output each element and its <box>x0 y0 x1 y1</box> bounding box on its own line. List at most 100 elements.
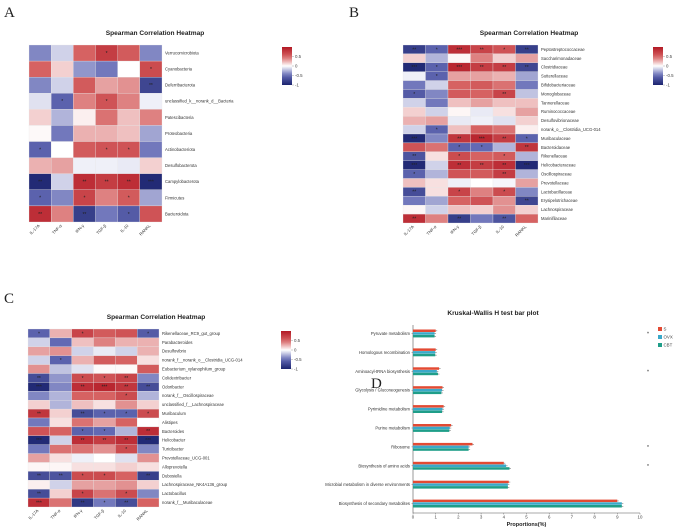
significance-star: * <box>128 147 130 153</box>
heatmap-cell <box>93 444 116 454</box>
heatmap-cell <box>27 453 50 463</box>
heatmap-cell <box>492 205 516 215</box>
column-label: IL-10 <box>117 508 128 519</box>
column-label: TNF-α <box>425 224 437 236</box>
row-label: Actinobacteriota <box>165 147 196 152</box>
bar-ovx <box>413 502 622 505</box>
column-label: RANKL <box>135 508 149 522</box>
heatmap-cell <box>470 124 494 135</box>
heatmap-cell <box>425 80 449 90</box>
bar-cbt <box>413 372 438 376</box>
bar-ovx <box>413 464 507 467</box>
row-label: Dubosiella <box>162 473 182 478</box>
heatmap-cell <box>425 169 449 179</box>
heatmap-cell <box>515 80 539 90</box>
heatmap-cell <box>137 444 160 454</box>
heatmap-cell <box>28 77 52 94</box>
column-label: IFN-γ <box>73 508 84 519</box>
significance-star: ** <box>146 474 150 480</box>
row-label: Muribaculaceae <box>541 136 571 141</box>
significance-star: * <box>647 332 649 338</box>
heatmap-cell <box>492 196 516 206</box>
heatmap-cell <box>515 89 539 99</box>
significance-star: * <box>413 92 415 98</box>
column-label: TNF-α <box>49 508 61 520</box>
heatmap-cell <box>515 53 539 63</box>
heatmap-cell <box>139 109 163 126</box>
significance-star: * <box>436 127 438 133</box>
heatmap-cell <box>73 157 96 174</box>
heatmap-cell <box>49 337 72 347</box>
heatmap-cell <box>27 426 50 436</box>
row-label: Rikenellaceae_RC9_gut_group <box>162 331 221 336</box>
heatmap-cell <box>115 453 138 463</box>
significance-star: * <box>647 445 649 451</box>
heatmap-cell <box>51 60 74 78</box>
row-label: Lachnospiraceae_NK4A136_group <box>162 482 228 487</box>
heatmap-cell <box>73 77 96 94</box>
heatmap-cell <box>402 98 426 108</box>
significance-star: * <box>125 411 127 417</box>
heatmap-cell <box>93 480 116 490</box>
heatmap-cell <box>515 213 539 224</box>
heatmap-cell <box>137 400 160 410</box>
row-label: Clostridiaceae <box>541 65 568 70</box>
bar-cbt <box>413 353 436 357</box>
significance-star: *** <box>411 136 417 142</box>
heatmap-cell <box>71 391 94 401</box>
row-label: Peptostreptococcaceae <box>541 47 585 52</box>
bar-plot-d: Kruskal-Wallis H test bar plot 0 1 2 3 4 5 6 7 8 9… <box>325 310 673 528</box>
heatmap-cell <box>27 417 50 428</box>
category-label: Microbial metabolism in diverse environm… <box>325 482 410 487</box>
bar-cbt <box>413 429 450 432</box>
heatmap-title: Spearman Correlation Heatmap <box>107 314 206 321</box>
significance-star: *** <box>411 65 417 71</box>
heatmap-cell <box>515 124 539 135</box>
column-label: TGF-β <box>95 223 108 236</box>
row-label: Monoglobaceae <box>541 91 571 96</box>
significance-star: * <box>61 99 63 105</box>
significance-star: * <box>106 147 108 153</box>
heatmap-cell <box>447 107 471 117</box>
heatmap-cell <box>115 355 138 365</box>
row-label: unclassified_f__Lachnospiraceae <box>162 402 225 407</box>
heatmap-cell <box>27 364 50 374</box>
significance-star: ** <box>525 199 529 205</box>
heatmap-cell <box>139 157 163 174</box>
heatmap-cell <box>402 107 426 117</box>
heatmap-cell <box>470 178 494 188</box>
heatmap-cell <box>73 93 96 110</box>
category-label: Purine metabolism <box>375 426 410 431</box>
heatmap-cell <box>93 462 116 472</box>
significance-star: ** <box>412 216 416 222</box>
colorbar <box>281 331 291 369</box>
panel-label-a: A <box>4 5 15 21</box>
heatmap-cell <box>425 116 449 126</box>
row-label: norank_o__Clostridia_UCG-014 <box>541 127 601 132</box>
significance-star: * <box>39 147 41 153</box>
row-label: Alistipes <box>162 420 178 425</box>
x-tick-label: 5 <box>525 515 528 520</box>
row-label: Bacteroides <box>162 429 184 434</box>
bar-s <box>413 329 436 332</box>
heatmap-cell <box>49 382 72 392</box>
column-label: IFN-γ <box>74 223 85 234</box>
heatmap-cell <box>425 53 449 63</box>
heatmap-cell <box>115 417 138 428</box>
column-label: RANKL <box>514 224 528 238</box>
heatmap-cell <box>470 89 494 99</box>
significance-star: * <box>647 369 649 375</box>
row-label: Helicobacteraceae <box>541 163 576 168</box>
heatmap-cell <box>492 80 516 90</box>
heatmap-cell <box>137 355 160 365</box>
legend-swatch-ovx <box>658 335 662 339</box>
row-label: Turicibacter <box>162 447 184 452</box>
category-label: Pyrimidine metabolism <box>368 407 411 412</box>
significance-star: * <box>458 190 460 196</box>
heatmap-cell <box>402 142 426 152</box>
significance-star: ** <box>146 429 150 435</box>
heatmap-cell <box>28 93 52 110</box>
colorbar-tick-label: 0 <box>666 64 669 69</box>
bar-cbt <box>413 505 622 508</box>
